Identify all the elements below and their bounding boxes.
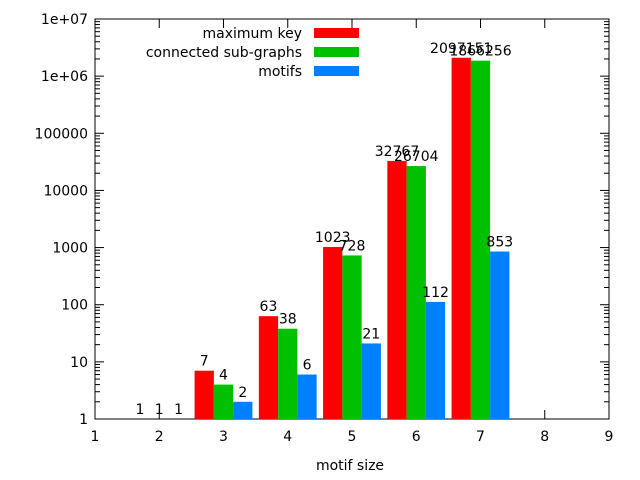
y-tick-label: 100 [61,298,88,314]
bar-value-label: 2 [238,385,247,401]
bar-value-label: 728 [339,238,366,254]
x-tick-label: 3 [219,429,228,445]
data-labels: 1 7 63 1023 32767 2097151 1 4 38 728 26704 1866256 1… [136,41,514,418]
legend-swatch [314,66,359,76]
bar-value-label: 1023 [315,230,351,246]
x-axis-label: motif size [316,458,384,474]
bar [194,370,214,419]
y-tick-label: 10 [70,355,88,371]
legend-swatch [314,28,359,38]
bar [258,316,279,419]
legend-label: motifs [258,64,302,80]
bar [425,301,446,419]
bar-value-label: 853 [486,235,513,251]
bar [387,160,407,420]
bar [361,343,381,419]
y-tick-label: 1e+06 [41,69,88,85]
bar-value-label: 112 [422,285,449,301]
x-tick-label: 2 [155,429,164,445]
bar-value-label: 2097151 [430,41,492,57]
bar-value-label: 1866256 [449,44,511,60]
bar [406,166,426,419]
bar [233,401,253,419]
bar-value-label: 32767 [375,144,420,160]
bar-value-label: 26704 [394,149,439,165]
x-tick-label: 9 [605,429,614,445]
bar-value-label: 1 [155,402,164,418]
y-tick-label: 1 [79,412,88,428]
y-tick-label: 1e+07 [41,12,88,28]
x-tick-label: 4 [283,429,292,445]
bars [194,57,510,420]
y-tick-label: 1000 [52,241,88,257]
bar-value-label: 21 [362,326,380,342]
legend-label: connected sub-graphs [146,45,302,61]
bar [451,57,471,420]
bar [213,384,234,419]
bar-value-label: 6 [303,358,312,374]
x-tick-label: 8 [540,429,549,445]
bar-value-label: 7 [200,354,209,370]
y-tick-label: 10000 [43,183,88,199]
bar-value-label: 63 [260,299,278,315]
bar [342,255,362,419]
bar [297,374,317,419]
bar-value-label: 1 [136,402,145,418]
bar [278,328,298,419]
bar-value-label: 38 [279,312,297,328]
x-tick-label: 7 [476,429,485,445]
x-tick-label: 1 [91,429,100,445]
bar [323,247,343,419]
legend-label: maximum key [203,26,303,42]
bar [470,60,491,420]
bar [490,251,510,419]
legend: maximum key connected sub-graphs motifs [146,26,359,80]
bar-value-label: 1 [174,402,183,418]
bar-value-label: 4 [219,368,228,384]
y-tick-label: 100000 [35,126,88,142]
legend-swatch [314,47,359,57]
y-axis: 1 10 100 1000 10000 100000 1e+06 1e+07 [35,12,609,428]
x-tick-label: 6 [412,429,421,445]
x-tick-label: 5 [348,429,357,445]
